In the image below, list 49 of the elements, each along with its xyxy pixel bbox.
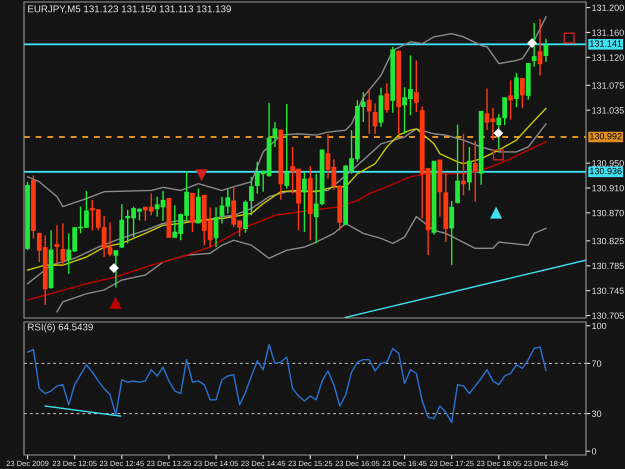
y-tick-label: 130.705 <box>592 312 624 319</box>
y-tick-label: 130.745 <box>592 288 624 294</box>
y-tick-label: 0 <box>592 448 596 455</box>
line-series <box>26 123 547 284</box>
y-tick-label: 130.870 <box>592 210 624 216</box>
chart-title: EURJPY,M5 131.123 131.150 131.113 131.139 <box>28 5 231 14</box>
ref-line-label: 130.992 <box>590 133 622 140</box>
y-tick-label: 130.785 <box>592 262 624 270</box>
line-series <box>26 344 547 424</box>
ref-line-label: 130.936 <box>590 168 622 174</box>
y-tick-label: 131.160 <box>592 29 624 36</box>
candlestick <box>514 72 519 108</box>
y-tick-label: 70 <box>592 360 602 367</box>
candlestick <box>538 18 542 76</box>
y-tick-label: 131.075 <box>592 82 624 89</box>
line-series <box>26 108 547 271</box>
ref-line-label: 131.141 <box>590 40 622 47</box>
candlestick <box>472 140 478 202</box>
y-tick-label: 130.910 <box>592 184 624 192</box>
candlestick <box>372 102 378 135</box>
candlestick <box>60 222 66 266</box>
candlestick <box>214 206 218 248</box>
candlestick <box>461 133 466 196</box>
candlestick <box>54 224 60 264</box>
y-tick-label: 30 <box>592 410 602 417</box>
y-tick-label: 130.825 <box>592 238 624 244</box>
line-series <box>56 216 547 312</box>
line-series <box>26 16 547 208</box>
candlestick <box>384 82 390 114</box>
candlestick <box>508 80 513 120</box>
line-series <box>26 141 547 301</box>
candlestick <box>520 77 525 108</box>
candlestick <box>284 103 290 190</box>
y-tick-label: 130.950 <box>592 160 624 166</box>
chart-title: RSI(6) 64.5439 <box>28 323 93 332</box>
y-tick-label: 131.120 <box>592 54 624 61</box>
candlestick <box>544 38 548 62</box>
candlestick <box>455 124 460 204</box>
candlestick <box>449 200 454 266</box>
y-tick-label: 131.200 <box>592 4 624 11</box>
candlestick <box>249 176 254 216</box>
candlestick <box>414 60 419 113</box>
candlestick <box>366 89 372 135</box>
candlestick <box>114 250 118 288</box>
candlestick <box>532 22 537 68</box>
y-tick-label: 131.035 <box>592 107 624 114</box>
candlestick <box>302 171 307 233</box>
candlestick <box>466 146 472 192</box>
y-tick-label: 100 <box>592 322 606 330</box>
